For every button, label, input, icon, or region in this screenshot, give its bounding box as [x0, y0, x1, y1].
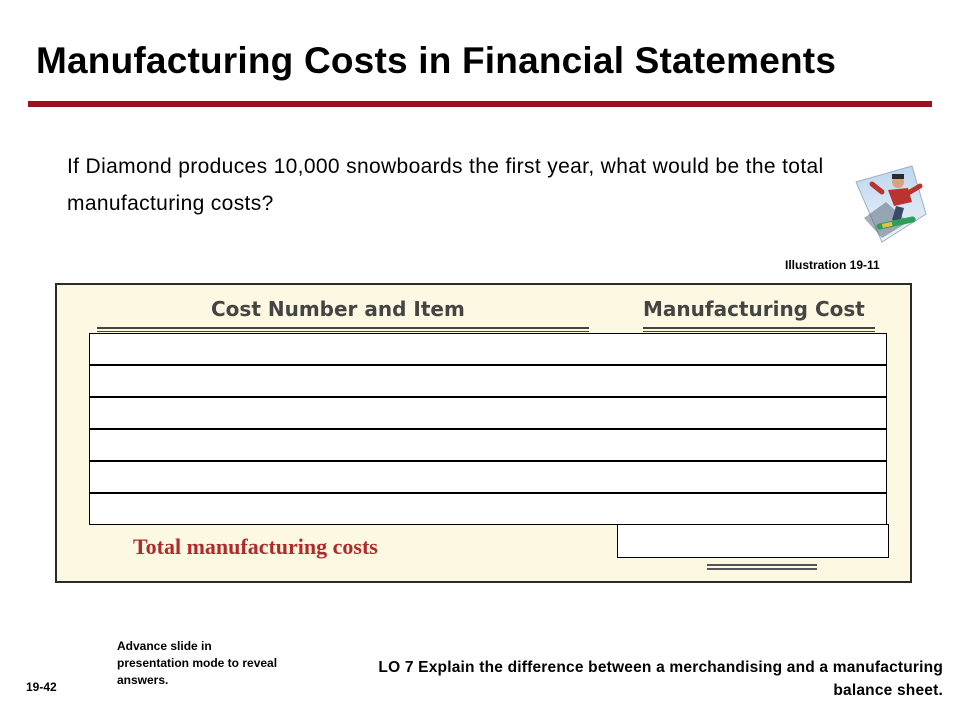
- column-header-manufacturing-cost: Manufacturing Cost: [643, 297, 865, 321]
- illustration-label: Illustration 19-11: [785, 258, 880, 272]
- total-answer-box[interactable]: [617, 524, 889, 558]
- answer-row[interactable]: [89, 365, 887, 397]
- answer-row[interactable]: [89, 333, 887, 365]
- header-underline: [97, 327, 589, 332]
- answer-row[interactable]: [89, 397, 887, 429]
- slide-title: Manufacturing Costs in Financial Stateme…: [36, 40, 837, 81]
- answer-row[interactable]: [89, 429, 887, 461]
- question-text: If Diamond produces 10,000 snowboards th…: [67, 155, 824, 215]
- learning-objective: LO 7 Explain the difference between a me…: [378, 659, 943, 699]
- column-header-cost-item: Cost Number and Item: [211, 297, 465, 321]
- slide-number: 19-42: [26, 680, 57, 694]
- title-divider: [28, 101, 932, 107]
- answer-row[interactable]: [89, 461, 887, 493]
- total-label: Total manufacturing costs: [133, 534, 378, 559]
- snowboarder-icon: [855, 165, 927, 243]
- header-underline: [643, 327, 875, 332]
- total-double-underline: [707, 564, 817, 570]
- cost-table-figure: Cost Number and Item Manufacturing Cost …: [55, 283, 912, 583]
- answer-row[interactable]: [89, 493, 887, 525]
- advance-slide-note: Advance slide in presentation mode to re…: [117, 639, 278, 687]
